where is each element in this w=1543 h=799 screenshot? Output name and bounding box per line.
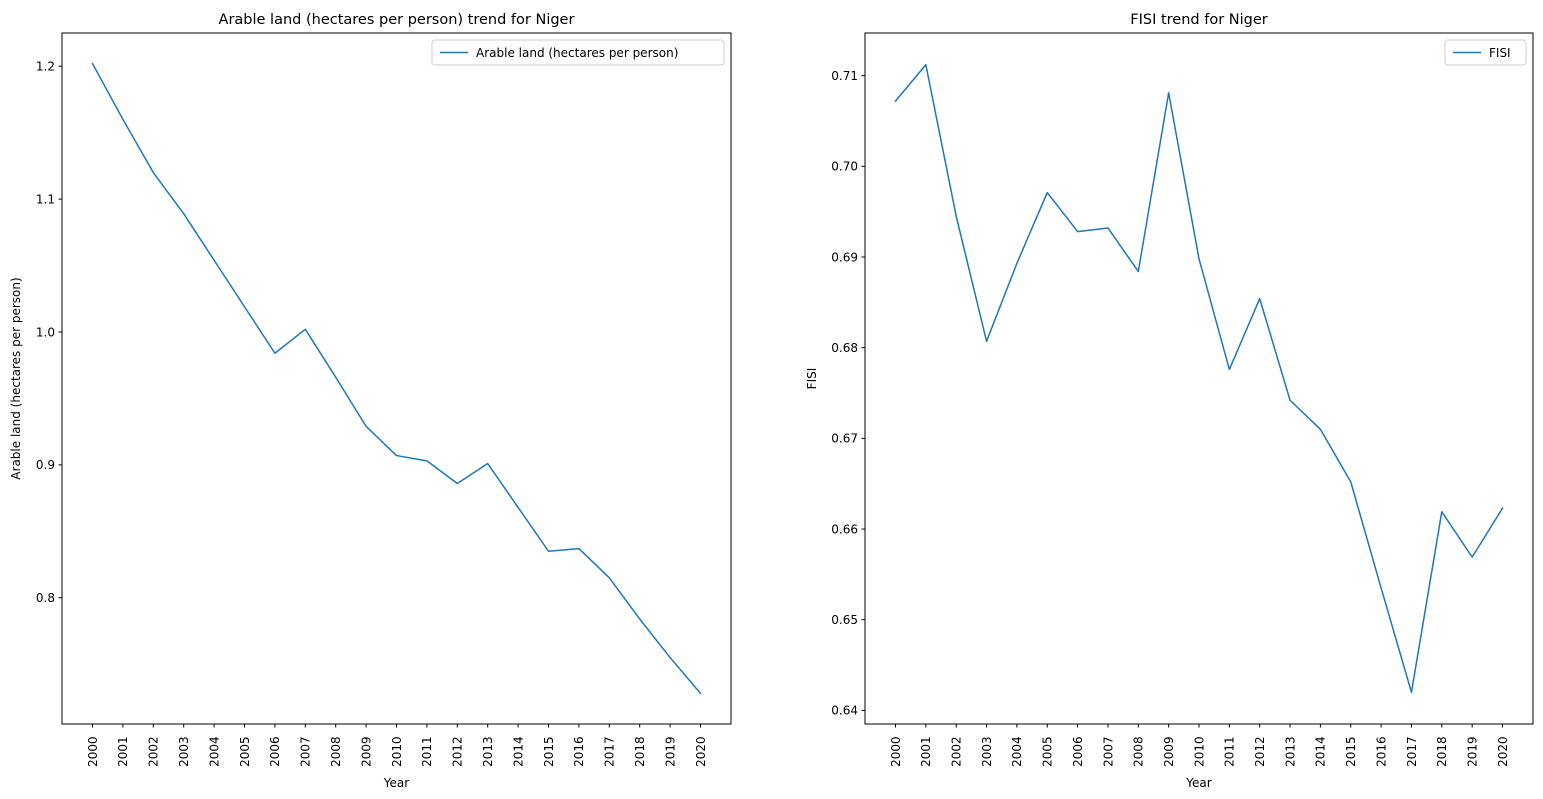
plot-frame bbox=[61, 32, 732, 725]
plot-frame bbox=[864, 32, 1534, 725]
x-tick-label: 2014 bbox=[1314, 736, 1328, 767]
x-tick-label: 2011 bbox=[420, 736, 434, 767]
legend: Arable land (hectares per person) bbox=[431, 39, 725, 66]
chart-title: Arable land (hectares per person) trend … bbox=[219, 12, 575, 28]
x-tick-label: 2019 bbox=[1465, 736, 1479, 767]
x-axis-label: Year bbox=[383, 776, 409, 790]
x-tick-label: 2001 bbox=[116, 736, 130, 767]
x-tick-label: 2011 bbox=[1223, 736, 1237, 767]
x-tick-label: 2020 bbox=[694, 736, 708, 767]
x-tick-label: 2006 bbox=[1071, 736, 1085, 767]
x-tick-label: 2016 bbox=[1374, 736, 1388, 767]
x-tick-label: 2010 bbox=[1192, 736, 1206, 767]
y-tick-label: 0.65 bbox=[831, 613, 858, 627]
y-tick-label: 0.70 bbox=[831, 160, 858, 174]
x-tick-label: 2002 bbox=[147, 736, 161, 767]
x-tick-label: 2014 bbox=[511, 736, 525, 767]
x-tick-label: 2020 bbox=[1496, 736, 1510, 767]
x-tick-label: 2016 bbox=[572, 736, 586, 767]
x-tick-label: 2000 bbox=[86, 736, 100, 767]
x-tick-label: 2003 bbox=[177, 736, 191, 767]
x-tick-label: 2018 bbox=[633, 736, 647, 767]
x-axis-label: Year bbox=[1185, 776, 1211, 790]
x-tick-label: 2008 bbox=[329, 736, 343, 767]
x-tick-label: 2012 bbox=[1253, 736, 1267, 767]
x-tick-label: 2010 bbox=[390, 736, 404, 767]
legend-box bbox=[1444, 39, 1527, 66]
chart-title: FISI trend for Niger bbox=[1130, 12, 1268, 28]
x-tick-label: 2003 bbox=[980, 736, 994, 767]
x-tick-label: 2005 bbox=[1041, 736, 1055, 767]
x-tick-label: 2012 bbox=[451, 736, 465, 767]
x-tick-label: 2013 bbox=[1283, 736, 1297, 767]
x-tick-label: 2005 bbox=[238, 736, 252, 767]
x-tick-label: 2009 bbox=[359, 736, 373, 767]
x-tick-label: 2001 bbox=[919, 736, 933, 767]
y-tick-label: 0.69 bbox=[831, 250, 858, 264]
x-tick-label: 2009 bbox=[1162, 736, 1176, 767]
x-tick-label: 2017 bbox=[1405, 736, 1419, 767]
series-line bbox=[894, 63, 1504, 694]
y-tick-label: 0.67 bbox=[831, 432, 858, 446]
y-tick-label: 0.8 bbox=[36, 591, 55, 605]
legend: FISI bbox=[1444, 39, 1527, 66]
x-tick-label: 2017 bbox=[603, 736, 617, 767]
x-tick-label: 2006 bbox=[268, 736, 282, 767]
series-line bbox=[91, 62, 702, 695]
legend-box bbox=[431, 39, 725, 66]
x-tick-label: 2002 bbox=[950, 736, 964, 767]
x-tick-label: 2018 bbox=[1435, 736, 1449, 767]
x-tick-label: 2008 bbox=[1132, 736, 1146, 767]
y-axis-label: FISI bbox=[805, 368, 819, 390]
y-tick-label: 1.1 bbox=[36, 192, 55, 206]
y-tick-label: 0.66 bbox=[831, 522, 858, 536]
y-tick-label: 1.2 bbox=[36, 60, 55, 74]
legend-label: Arable land (hectares per person) bbox=[476, 46, 678, 60]
y-tick-label: 0.71 bbox=[831, 69, 858, 83]
y-tick-label: 0.64 bbox=[831, 704, 858, 718]
x-tick-label: 2007 bbox=[299, 736, 313, 767]
legend-label: FISI bbox=[1489, 46, 1511, 60]
x-tick-label: 2019 bbox=[663, 736, 677, 767]
x-tick-label: 2013 bbox=[481, 736, 495, 767]
x-tick-label: 2004 bbox=[207, 736, 221, 767]
y-axis-label: Arable land (hectares per person) bbox=[9, 277, 23, 479]
y-tick-label: 1.0 bbox=[36, 325, 55, 339]
x-tick-label: 2007 bbox=[1101, 736, 1115, 767]
y-tick-label: 0.68 bbox=[831, 341, 858, 355]
chart-panel-1: Arable land (hectares per person) trend … bbox=[9, 12, 732, 790]
x-tick-label: 2004 bbox=[1010, 736, 1024, 767]
x-tick-label: 2000 bbox=[889, 736, 903, 767]
x-tick-label: 2015 bbox=[542, 736, 556, 767]
x-tick-label: 2015 bbox=[1344, 736, 1358, 767]
y-tick-label: 0.9 bbox=[36, 458, 55, 472]
chart-panel-2: FISI trend for Niger 0.64 0.65 0.66 0.67 0.68… bbox=[805, 12, 1534, 790]
